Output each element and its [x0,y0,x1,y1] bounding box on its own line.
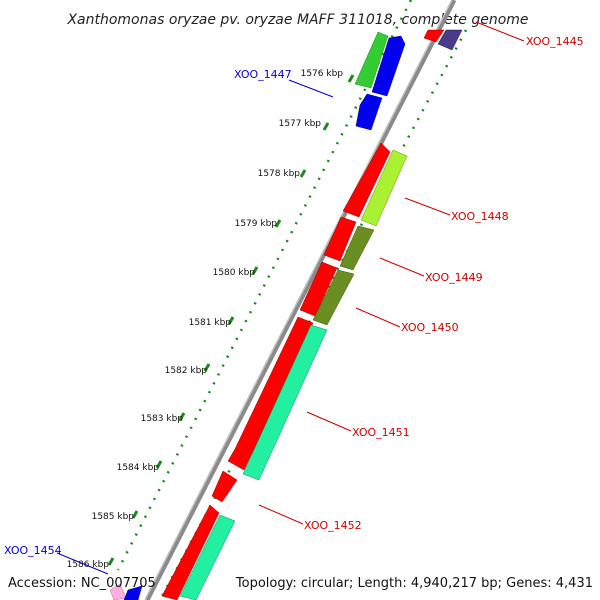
gene-label[interactable]: XOO_1445 [526,35,584,48]
gene-feature[interactable] [339,225,375,271]
label-leader [288,79,334,98]
gene-feature[interactable] [371,35,406,97]
gene-label[interactable]: XOO_1448 [451,210,509,223]
gene-label[interactable]: XOO_1452 [304,519,362,532]
major-tick [347,74,355,83]
gene-label[interactable]: XOO_1447 [234,68,292,81]
major-tick [251,266,259,275]
tick-label: 1586 kbp [67,560,110,570]
accession-text: Accession: NC_007705 [8,576,156,591]
major-tick [107,557,115,566]
gene-feature[interactable] [179,514,236,600]
major-tick [203,363,211,372]
tick-label: 1576 kbp [301,69,344,79]
gene-feature[interactable] [211,470,238,503]
tick-label: 1585 kbp [92,512,135,522]
gene-feature[interactable] [161,504,220,600]
gene-feature[interactable] [360,149,408,227]
genome-summary-text: Topology: circular; Length: 4,940,217 bp… [235,576,593,591]
major-tick [322,122,330,131]
label-leader [306,411,352,432]
gene-feature[interactable] [227,316,314,471]
gene-label[interactable]: XOO_1449 [425,271,483,284]
genome-backbone-highlight [144,0,453,600]
gene-feature[interactable] [323,216,357,262]
label-leader [56,552,109,575]
gene-label[interactable]: XOO_1451 [352,426,410,439]
major-tick [274,219,282,228]
gene-feature[interactable] [423,29,445,43]
label-leader [355,307,401,328]
label-leader [404,197,451,216]
map-title: Xanthomonas oryzae pv. oryzae MAFF 31101… [66,12,528,28]
gene-label[interactable]: XOO_1454 [4,544,62,557]
major-tick [299,169,307,178]
tick-label: 1577 kbp [279,119,322,129]
major-tick [178,412,186,421]
gene-feature[interactable] [437,29,463,51]
genome-backbone [144,0,457,600]
gene-feature[interactable] [342,142,391,218]
major-tick [131,510,139,519]
tick-label: 1581 kbp [189,318,232,328]
major-tick [227,316,235,325]
gene-feature[interactable] [123,585,143,600]
major-tick [155,460,163,469]
gene-feature[interactable] [242,324,328,481]
tick-label: 1584 kbp [117,463,160,473]
tick-track-left [116,0,413,571]
gene-label[interactable]: XOO_1450 [401,321,459,334]
tick-label: 1580 kbp [213,268,256,278]
label-leader [379,257,425,277]
tick-label: 1583 kbp [141,414,184,424]
gene-feature[interactable] [355,93,383,131]
tick-label: 1582 kbp [165,366,208,376]
label-leader [258,504,304,525]
tick-label: 1579 kbp [235,219,278,229]
label-leader [475,21,525,42]
gene-feature[interactable] [312,269,355,326]
gene-feature[interactable] [354,31,389,89]
tick-label: 1578 kbp [258,169,301,179]
